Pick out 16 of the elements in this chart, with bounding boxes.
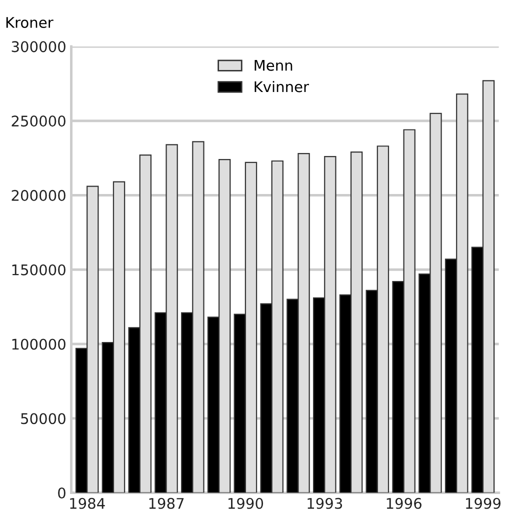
x-tick-label: 1987 bbox=[149, 498, 184, 509]
y-tick-label: 50000 bbox=[21, 413, 66, 424]
y-tick-label: 100000 bbox=[12, 338, 66, 350]
y-tick-label: 0 bbox=[58, 487, 66, 499]
x-tick-label: 1999 bbox=[466, 498, 501, 509]
y-tick-label: 150000 bbox=[12, 264, 66, 276]
y-axis-title: Kroner bbox=[6, 17, 54, 28]
x-tick-label: 1996 bbox=[386, 498, 422, 509]
legend-label: Menn bbox=[254, 60, 292, 71]
y-tick-label: 250000 bbox=[12, 116, 66, 127]
x-tick-label: 1990 bbox=[228, 498, 264, 509]
x-tick-label: 1993 bbox=[308, 498, 342, 509]
y-tick-label: 300000 bbox=[12, 41, 66, 52]
legend-label: Kvinner bbox=[254, 80, 310, 92]
x-tick-label: 1984 bbox=[70, 498, 105, 509]
y-tick-label: 200000 bbox=[12, 190, 66, 201]
